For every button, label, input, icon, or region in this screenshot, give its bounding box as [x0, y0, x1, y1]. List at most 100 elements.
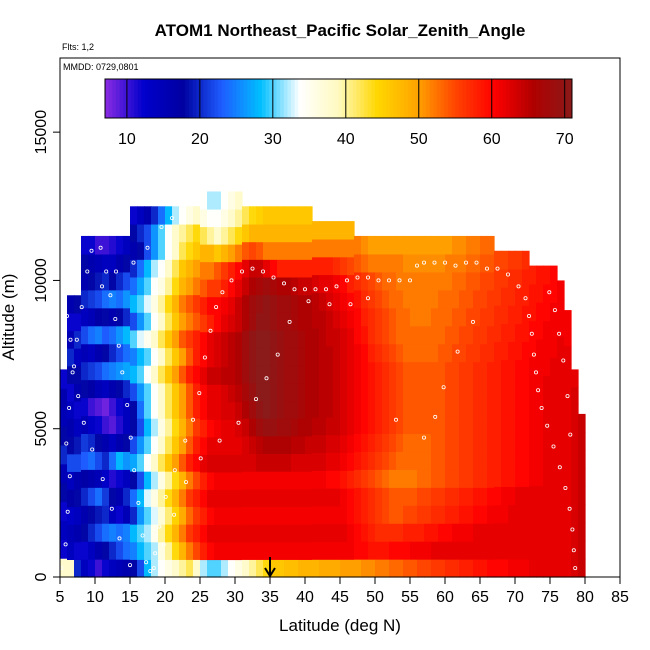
colorbar-swatch	[145, 79, 150, 118]
heatmap-cell	[81, 487, 89, 506]
heatmap-cell	[508, 341, 516, 361]
heatmap-cell	[193, 294, 201, 313]
heatmap-cell	[270, 488, 278, 507]
heatmap-cell	[74, 330, 82, 349]
heatmap-cell	[256, 276, 264, 296]
heatmap-cell	[242, 559, 250, 578]
heatmap-cell	[144, 206, 152, 225]
heatmap-cell	[67, 488, 75, 508]
heatmap-cell	[459, 361, 467, 381]
heatmap-cell	[256, 541, 264, 560]
heatmap-cell	[445, 433, 453, 452]
heatmap-cell	[564, 541, 572, 560]
heatmap-cell	[88, 505, 96, 524]
heatmap-cell	[333, 470, 341, 489]
heatmap-cell	[291, 382, 299, 402]
heatmap-cell	[347, 505, 355, 525]
heatmap-cell	[123, 505, 131, 524]
heatmap-cell	[375, 559, 383, 578]
track-point	[568, 432, 573, 437]
heatmap-cell	[508, 468, 516, 487]
colorbar-swatch	[360, 79, 365, 118]
heatmap-cell	[263, 506, 271, 525]
colorbar-swatch	[196, 79, 201, 118]
track-point	[144, 560, 149, 565]
heatmap-cell	[487, 361, 495, 381]
heatmap-cell	[144, 506, 152, 525]
heatmap-cell	[550, 522, 558, 541]
heatmap-cell	[200, 384, 208, 403]
heatmap-cell	[109, 559, 117, 578]
heatmap-cell	[221, 559, 229, 578]
heatmap-cell	[186, 329, 194, 349]
heatmap-cell	[165, 453, 173, 472]
heatmap-cell	[375, 343, 383, 363]
heatmap-cell	[263, 400, 271, 419]
heatmap-cell	[557, 502, 565, 522]
track-point	[551, 444, 556, 449]
heatmap-cell	[354, 361, 362, 381]
heatmap-cell	[543, 558, 551, 578]
colorbar-swatch	[371, 79, 376, 118]
heatmap-cell	[354, 253, 362, 273]
heatmap-cell	[536, 503, 544, 523]
heatmap-cell	[438, 325, 446, 345]
heatmap-cell	[102, 343, 110, 363]
heatmap-cell	[144, 559, 152, 578]
heatmap-cell	[277, 223, 285, 243]
heatmap-cell	[445, 379, 453, 399]
heatmap-cell	[487, 487, 495, 506]
heatmap-cell	[403, 469, 411, 488]
track-point	[516, 284, 521, 289]
heatmap-cell	[396, 235, 404, 255]
colorbar-swatch	[353, 79, 358, 118]
heatmap-cell	[172, 241, 180, 260]
x-tick-label: 75	[541, 589, 559, 606]
track-point	[214, 305, 219, 310]
track-point	[463, 260, 468, 265]
heatmap-cell	[438, 469, 446, 488]
heatmap-cell	[151, 506, 159, 525]
heatmap-cell	[228, 506, 236, 526]
heatmap-cell	[305, 418, 313, 437]
heatmap-cell	[557, 539, 565, 560]
chart-title: ATOM1 Northeast_Pacific Solar_Zenith_Ang…	[155, 21, 526, 40]
track-point	[414, 263, 419, 268]
heatmap-cell	[319, 381, 327, 400]
heatmap-cell	[116, 379, 124, 399]
heatmap-cell	[361, 487, 369, 506]
heatmap-cell	[179, 241, 187, 260]
heatmap-cell	[200, 454, 208, 473]
heatmap-cell	[158, 453, 166, 472]
heatmap-cell	[228, 559, 236, 578]
heatmap-cell	[333, 292, 341, 311]
heatmap-cell	[130, 276, 138, 296]
heatmap-cell	[543, 412, 551, 432]
heatmap-cell	[424, 397, 432, 417]
heatmap-cell	[207, 331, 215, 350]
heatmap-cell	[95, 505, 103, 524]
heatmap-cell	[102, 361, 110, 381]
heatmap-cell	[508, 287, 516, 306]
heatmap-cell	[270, 294, 278, 313]
heatmap-cell	[459, 451, 467, 470]
colorbar-swatch	[302, 79, 307, 118]
track-point	[108, 293, 113, 298]
heatmap-cell	[431, 523, 439, 542]
heatmap-cell	[270, 524, 278, 543]
heatmap-cell	[151, 329, 159, 349]
colorbar-tick-label: 20	[191, 131, 209, 148]
heatmap-cell	[102, 451, 110, 470]
colorbar-swatch	[506, 79, 511, 118]
heatmap-cell	[382, 289, 390, 309]
heatmap-cell	[340, 256, 348, 276]
colorbar-swatch	[433, 79, 438, 118]
track-point	[148, 569, 153, 574]
heatmap-cell	[235, 349, 243, 368]
heatmap-cell	[200, 296, 208, 315]
heatmap-cell	[452, 433, 460, 452]
heatmap-cell	[536, 540, 544, 560]
heatmap-cell	[277, 259, 285, 278]
colorbar-swatch	[134, 79, 139, 118]
heatmap-cell	[319, 274, 327, 293]
